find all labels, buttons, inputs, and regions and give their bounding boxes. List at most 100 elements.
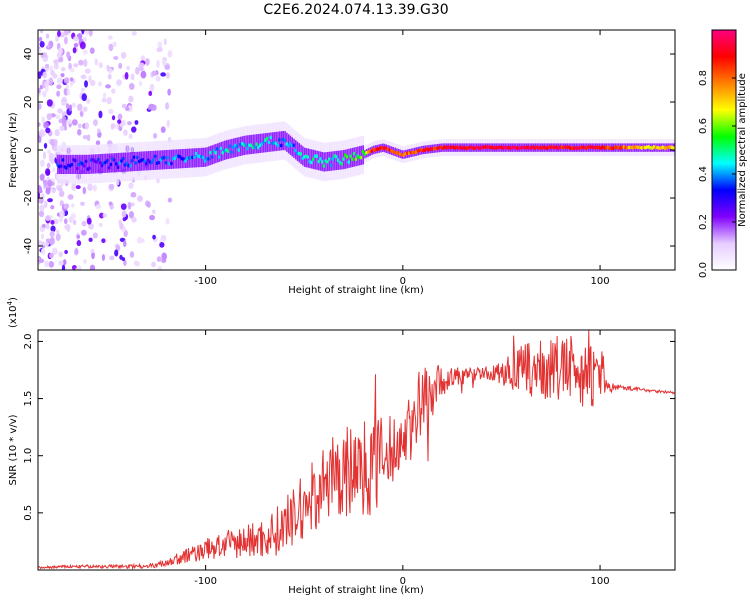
spectrogram-cell — [314, 150, 317, 170]
spectrogram-cell — [165, 72, 171, 79]
spectrogram-cell — [320, 160, 324, 164]
snr-x-axis-label: Height of straight line (km) — [288, 585, 424, 596]
spectrogram-cell — [145, 161, 148, 166]
colorbar-gradient — [712, 30, 736, 270]
spectrogram-cell — [50, 205, 55, 210]
spectrogram-cell — [192, 155, 196, 160]
spectrogram-cell — [97, 81, 103, 87]
spectrogram-cell — [75, 267, 79, 270]
spectrogram-cell — [264, 133, 267, 153]
spectrogram-cell — [50, 225, 56, 233]
spectrogram-cell — [59, 200, 64, 207]
spectrogram-cell — [107, 35, 113, 40]
spectrogram-cell — [128, 95, 134, 103]
snr-panel: -100 0 100 0.5 1.0 1.5 2.0 Height of straight … — [6, 297, 676, 596]
spectrogram-cell — [41, 116, 45, 123]
spectrogram-cell — [346, 149, 349, 169]
spectrogram-cell — [107, 73, 112, 80]
spectrogram-cell — [97, 128, 101, 134]
spectrogram-cell — [90, 154, 93, 174]
spectrogram-cell — [227, 139, 230, 159]
spectrogram-cell — [58, 251, 63, 258]
spectrogram-cell — [83, 106, 88, 112]
spectrogram-cell — [68, 216, 73, 224]
spectrogram-cell — [89, 80, 96, 86]
spectrogram-cell — [130, 126, 137, 133]
spectrogram-cell — [316, 150, 318, 170]
spectrogram-cell — [345, 154, 349, 159]
spectrogram-cell — [84, 30, 90, 35]
spectrogram-cell — [64, 250, 68, 255]
spectrogram-cell — [82, 164, 86, 168]
spectrogram-cell — [89, 264, 96, 270]
spectrogram-cell — [259, 133, 262, 153]
colorbar-tick-label: 0.4 — [698, 166, 709, 182]
spectrogram-cell — [87, 154, 89, 174]
spectrogram-cell — [161, 258, 167, 263]
spectrogram-cell — [111, 88, 116, 94]
snr-y-multiplier: (x104) — [6, 297, 19, 328]
spectrogram-cell — [228, 144, 232, 148]
spectrogram-cell — [160, 72, 166, 77]
spectrogram-cell — [81, 220, 87, 227]
spectrogram-cell — [140, 55, 146, 62]
spectrogram-cell — [110, 123, 116, 128]
spectrogram-cell — [117, 113, 123, 120]
spectrogram-cell — [76, 234, 80, 239]
spectrogram-cell — [42, 223, 46, 229]
spectrogram-cell — [70, 162, 74, 167]
spectrogram-cell — [165, 217, 170, 225]
spectrogram-cell — [106, 64, 110, 72]
spectrogram-cell — [299, 152, 303, 156]
spectrogram-cell — [107, 165, 111, 170]
spectrogram-cell — [344, 149, 347, 169]
spectrogram-cell — [230, 150, 234, 155]
spectrogram-cell — [81, 162, 84, 166]
spectrogram-cell — [361, 149, 365, 154]
spectrogram-cell — [195, 148, 198, 168]
spectrogram-y-axis-label: Frequency (Hz) — [8, 112, 19, 188]
spectrogram-cell — [52, 145, 57, 151]
spectrogram-cell — [156, 178, 160, 184]
spectrogram-cell — [90, 248, 95, 253]
spectrogram-cell — [40, 159, 45, 167]
spectrogram-cell — [265, 136, 269, 141]
spectrogram-cell — [38, 135, 42, 144]
spectrogram-cell — [238, 137, 240, 157]
spectrogram-cell — [128, 133, 133, 140]
spectrogram-cell — [55, 233, 61, 242]
spectrogram-y-tick-label: 20 — [23, 96, 34, 109]
snr-y-tick-label: 1.5 — [23, 391, 34, 407]
spectrogram-cell — [57, 30, 61, 38]
spectrogram-cell — [149, 214, 156, 221]
spectrogram-cell — [58, 56, 64, 63]
spectrogram-cell — [61, 264, 66, 270]
spectrogram-cell — [220, 141, 223, 162]
spectrogram-cell — [293, 138, 295, 158]
spectrogram-cell — [287, 134, 290, 154]
spectrogram-cell — [277, 131, 279, 151]
spectrogram-cell — [319, 157, 322, 161]
spectrogram-cell — [88, 75, 92, 83]
spectrogram-cell — [253, 145, 257, 149]
spectrogram-cell — [257, 133, 260, 154]
spectrogram-cell — [38, 103, 42, 110]
spectrogram-cell — [177, 149, 180, 169]
spectrogram-cell — [101, 238, 106, 244]
spectrogram-cell — [52, 73, 58, 79]
spectrogram-cell — [45, 223, 50, 230]
spectrogram-cell — [131, 216, 137, 223]
colorbar-tick-label: 0.8 — [698, 70, 709, 86]
spectrogram-cell — [164, 64, 171, 70]
spectrogram-cell — [327, 157, 331, 161]
spectrogram-cell — [286, 132, 288, 152]
spectrogram-cell — [278, 137, 281, 142]
spectrogram-cell — [58, 190, 65, 198]
spectrogram-cell — [66, 89, 71, 96]
spectrogram-cell — [112, 41, 117, 47]
spectrogram-cell — [59, 125, 65, 131]
spectrogram-cell — [97, 157, 100, 162]
spectrogram-cell — [43, 179, 48, 188]
spectrogram-cell — [46, 99, 53, 107]
spectrogram-cell — [43, 121, 50, 129]
